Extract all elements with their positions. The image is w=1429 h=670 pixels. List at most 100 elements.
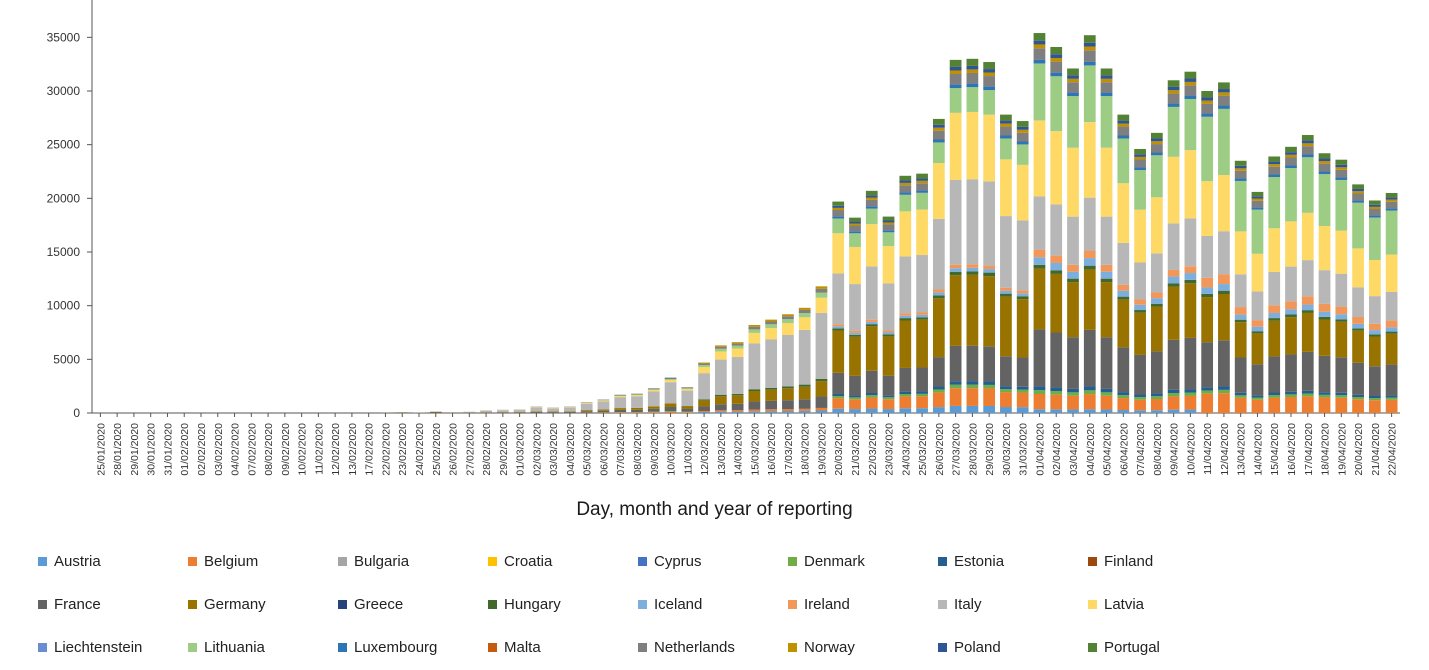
bar-segment-netherlands — [1050, 61, 1063, 73]
bar-segment-portugal — [1368, 200, 1381, 205]
bar-segment-denmark — [966, 384, 979, 389]
bar-segment-latvia — [832, 233, 845, 274]
bar-segment-austria — [1000, 407, 1012, 413]
bar-segment-portugal — [1100, 68, 1113, 76]
bar-segment-italy — [1033, 196, 1046, 250]
x-tick-label: 06/03/2020 — [598, 423, 610, 476]
bar-segment-belgium — [1318, 397, 1331, 413]
bar-segment-netherlands — [782, 316, 794, 320]
bar-segment-hungary — [1201, 293, 1214, 298]
legend-item-cyprus: Cyprus — [638, 551, 702, 571]
bar-segment-belgium — [1368, 400, 1381, 413]
bar-segment-france — [1352, 362, 1364, 395]
bar-segment-belgium — [798, 408, 811, 411]
bar-segment-estonia — [966, 381, 979, 385]
bar-stack-30-03-2020 — [1000, 114, 1012, 413]
x-tick-label: 16/03/2020 — [766, 423, 778, 476]
bar-segment-estonia — [1218, 386, 1230, 390]
x-tick-label: 04/02/2020 — [230, 423, 242, 476]
bar-segment-germany — [1134, 312, 1146, 355]
bar-segment-austria — [815, 410, 828, 413]
bar-segment-latvia — [681, 389, 694, 391]
bar-segment-germany — [983, 276, 996, 347]
bar-segment-italy — [865, 266, 878, 320]
legend-label: Iceland — [654, 595, 703, 613]
bar-segment-iceland — [865, 321, 878, 325]
bar-stack-25-02-2020 — [429, 411, 442, 413]
bar-segment-portugal — [1385, 192, 1398, 198]
bar-segment-austria — [698, 411, 710, 413]
bar-segment-hungary — [1368, 334, 1381, 337]
bar-segment-germany — [664, 403, 677, 407]
x-tick-label: 08/04/2020 — [1152, 423, 1164, 476]
bar-segment-latvia — [932, 163, 945, 219]
bar-segment-norway — [1134, 156, 1146, 160]
bar-segment-luxembourg — [1251, 207, 1264, 210]
legend-label: Portugal — [1104, 638, 1160, 656]
bar-segment-latvia — [1016, 164, 1029, 221]
bar-segment-ireland — [1352, 316, 1364, 324]
x-tick-label: 28/02/2020 — [481, 423, 493, 476]
bar-stack-08-03-2020 — [631, 393, 643, 413]
bar-segment-estonia — [1000, 386, 1012, 390]
bar-segment-netherlands — [1251, 200, 1264, 208]
bar-segment-estonia — [882, 395, 895, 398]
x-tick-label: 15/04/2020 — [1269, 423, 1281, 476]
bar-segment-lithuania — [865, 208, 878, 225]
bar-segment-hungary — [714, 394, 727, 397]
bar-segment-germany — [580, 410, 593, 412]
bar-segment-belgium — [1285, 397, 1297, 413]
bar-segment-denmark — [865, 395, 878, 398]
bar-segment-belgium — [765, 409, 778, 412]
bar-segment-estonia — [1268, 392, 1281, 396]
legend-item-greece: Greece — [338, 594, 403, 614]
bar-segment-portugal — [1285, 146, 1297, 153]
bar-segment-ireland — [1318, 303, 1331, 312]
x-tick-label: 17/02/2020 — [364, 423, 376, 476]
stacked-bar-chart: 0 5000 10000 15000 20000 25000 30000 35000 25/0… — [47, 0, 1400, 476]
bar-segment-france — [765, 400, 778, 410]
bar-segment-poland — [1150, 138, 1163, 142]
bar-segment-portugal — [1016, 121, 1029, 127]
legend-swatch — [338, 599, 347, 609]
bar-segment-denmark — [1251, 397, 1264, 400]
bar-segment-denmark — [1184, 392, 1197, 396]
x-tick-label: 02/02/2020 — [196, 423, 208, 476]
bar-segment-iceland — [916, 314, 928, 318]
bar-segment-netherlands — [1268, 166, 1281, 175]
bar-segment-norway — [714, 345, 727, 347]
bar-segment-ireland — [1083, 250, 1096, 259]
bar-segment-germany — [882, 336, 895, 376]
bar-segment-lithuania — [614, 395, 627, 397]
bar-segment-poland — [1268, 161, 1281, 165]
bar-stack-25-03-2020 — [916, 173, 928, 413]
bar-segment-austria — [932, 407, 945, 413]
bar-segment-netherlands — [1318, 163, 1331, 172]
bar-stack-27-02-2020 — [463, 411, 476, 413]
bar-stack-28-03-2020 — [966, 58, 979, 413]
legend-item-lithuania: Lithuania — [188, 637, 265, 657]
bar-segment-norway — [932, 127, 945, 131]
bar-segment-portugal — [966, 58, 979, 66]
bar-segment-estonia — [1067, 388, 1079, 393]
x-tick-label: 03/04/2020 — [1068, 423, 1080, 476]
bar-segment-poland — [932, 124, 945, 128]
bar-segment-norway — [916, 180, 928, 184]
bar-stack-12-04-2020 — [1218, 82, 1230, 413]
legend-swatch — [1088, 642, 1097, 652]
bar-segment-lithuania — [1134, 170, 1146, 210]
bar-segment-italy — [782, 334, 794, 387]
bar-segment-latvia — [1150, 197, 1163, 254]
bar-segment-italy — [1117, 242, 1130, 285]
bar-segment-poland — [865, 195, 878, 198]
bar-segment-germany — [815, 381, 828, 397]
legend-label: France — [54, 595, 101, 613]
bar-segment-france — [614, 409, 627, 413]
x-tick-label: 03/02/2020 — [213, 423, 225, 476]
bar-segment-belgium — [932, 392, 945, 408]
bar-segment-lithuania — [748, 329, 761, 333]
bar-segment-austria — [765, 411, 778, 413]
bar-segment-hungary — [1268, 318, 1281, 321]
bar-segment-netherlands — [1167, 93, 1180, 104]
bar-segment-estonia — [832, 393, 845, 397]
